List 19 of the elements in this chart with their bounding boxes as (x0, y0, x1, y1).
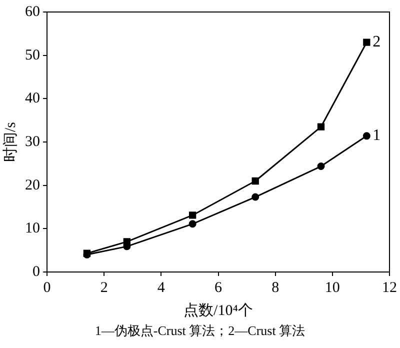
x-tick-label: 4 (157, 280, 166, 296)
x-tick-label: 0 (43, 280, 51, 296)
x-tick-label: 8 (272, 280, 280, 296)
y-tick-label: 60 (25, 4, 40, 20)
y-tick-label: 10 (25, 220, 40, 237)
x-tick-label: 10 (324, 280, 340, 296)
x-tick-label: 6 (214, 280, 222, 296)
x-tick-label: 2 (100, 280, 108, 296)
y-tick-label: 20 (25, 177, 40, 194)
y-axis-title: 时间/s (2, 122, 19, 162)
x-tick-label: 12 (382, 280, 397, 296)
y-tick-label: 40 (25, 90, 40, 107)
y-tick-label: 0 (32, 264, 40, 280)
text: 1—伪极点-Crust 算法；2—Crust 算法 (94, 322, 306, 340)
y-tick-label: 30 (25, 134, 40, 150)
y-tick-label: 50 (25, 47, 40, 64)
x-axis-title: 点数/10⁴个 (184, 302, 253, 319)
series-label: 2 (372, 34, 381, 51)
series-label: 1 (372, 127, 381, 144)
